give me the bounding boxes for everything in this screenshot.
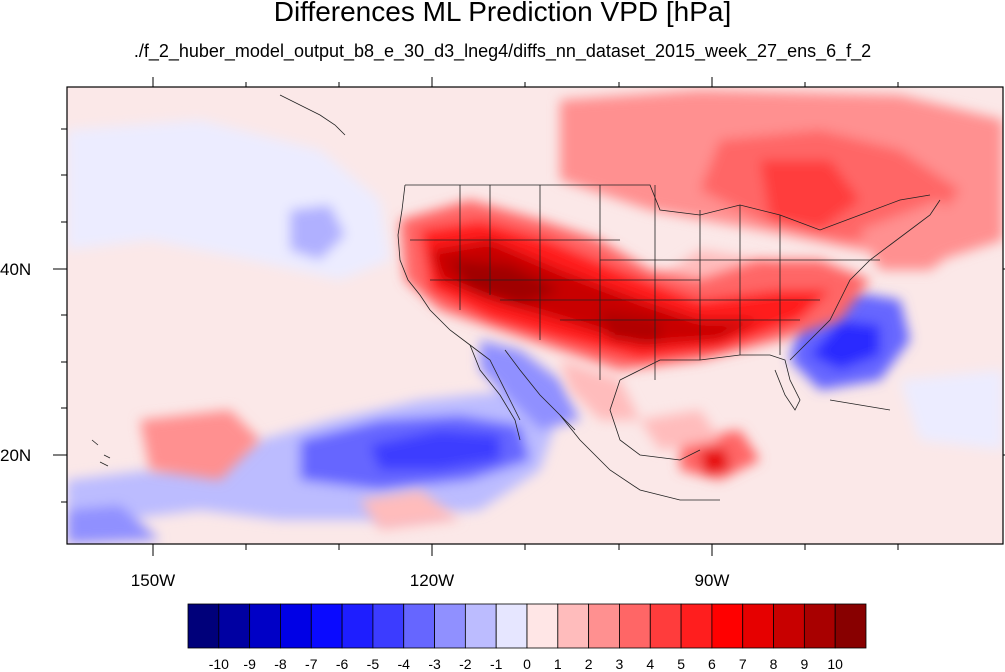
colorbar-swatch	[619, 603, 651, 649]
colorbar-swatch	[680, 603, 713, 649]
colorbar-label: -6	[336, 656, 349, 672]
colorbar-swatch	[249, 603, 281, 649]
colorbar-label: -3	[428, 656, 441, 672]
colorbar-label: -4	[398, 656, 411, 672]
colorbar-swatch	[557, 603, 590, 649]
colorbar-label: -9	[243, 656, 256, 672]
colorbar-swatch	[495, 603, 528, 649]
colorbar-label: 0	[523, 656, 531, 672]
colorbar-swatch	[341, 603, 374, 649]
colorbar-swatch	[464, 603, 497, 649]
colorbar-swatch	[588, 603, 620, 649]
colorbar-swatch	[803, 603, 836, 649]
colorbar-label: -10	[209, 656, 229, 672]
map-plot-area	[67, 87, 1003, 544]
colorbar-label: 3	[616, 656, 624, 672]
lat-label-20n: 20N	[0, 446, 31, 465]
colorbar-label: 10	[827, 656, 843, 672]
colorbar-label: -8	[274, 656, 287, 672]
colorbar-label: -2	[459, 656, 472, 672]
colorbar-swatch	[773, 603, 805, 649]
field-warm	[140, 90, 1003, 530]
colorbar-label: 2	[585, 656, 593, 672]
colorbar-label: 5	[677, 656, 685, 672]
colorbar-swatch	[187, 603, 220, 649]
colorbar-swatch	[310, 603, 343, 649]
colorbar-label: -5	[367, 656, 380, 672]
map-title: Differences ML Prediction VPD [hPa]	[273, 0, 732, 27]
lon-label-150w: 150W	[131, 571, 175, 590]
colorbar-swatch	[218, 603, 251, 649]
colorbar-swatch	[280, 603, 312, 649]
colorbar-label: 8	[770, 656, 778, 672]
colorbar-swatch	[742, 603, 774, 649]
geographic-boundaries	[91, 94, 941, 501]
colorbar-label: 6	[708, 656, 716, 672]
colorbar-swatch	[526, 603, 559, 649]
colorbar-swatch	[434, 603, 466, 649]
colorbar-label: -7	[305, 656, 318, 672]
colorbar	[187, 603, 867, 649]
colorbar-label: -1	[490, 656, 503, 672]
colorbar-label: 1	[554, 656, 562, 672]
lat-label-40n: 40N	[0, 260, 31, 279]
colorbar-labels: -10 -9 -8 -7 -6 -5 -4 -3 -2 -1 0 1 2 3 4 5 6 7 8 9 10	[209, 656, 843, 672]
colorbar-label: 4	[646, 656, 654, 672]
lon-label-120w: 120W	[410, 571, 454, 590]
lon-label-90w: 90W	[695, 571, 730, 590]
colorbar-swatch	[649, 603, 682, 649]
colorbar-swatch	[711, 603, 744, 649]
map-subtitle: ./f_2_huber_model_output_b8_e_30_d3_lneg…	[133, 41, 872, 61]
colorbar-swatch	[834, 603, 867, 649]
colorbar-label: 9	[800, 656, 808, 672]
colorbar-swatch	[372, 603, 405, 649]
colorbar-label: 7	[739, 656, 747, 672]
colorbar-swatch	[403, 603, 435, 649]
